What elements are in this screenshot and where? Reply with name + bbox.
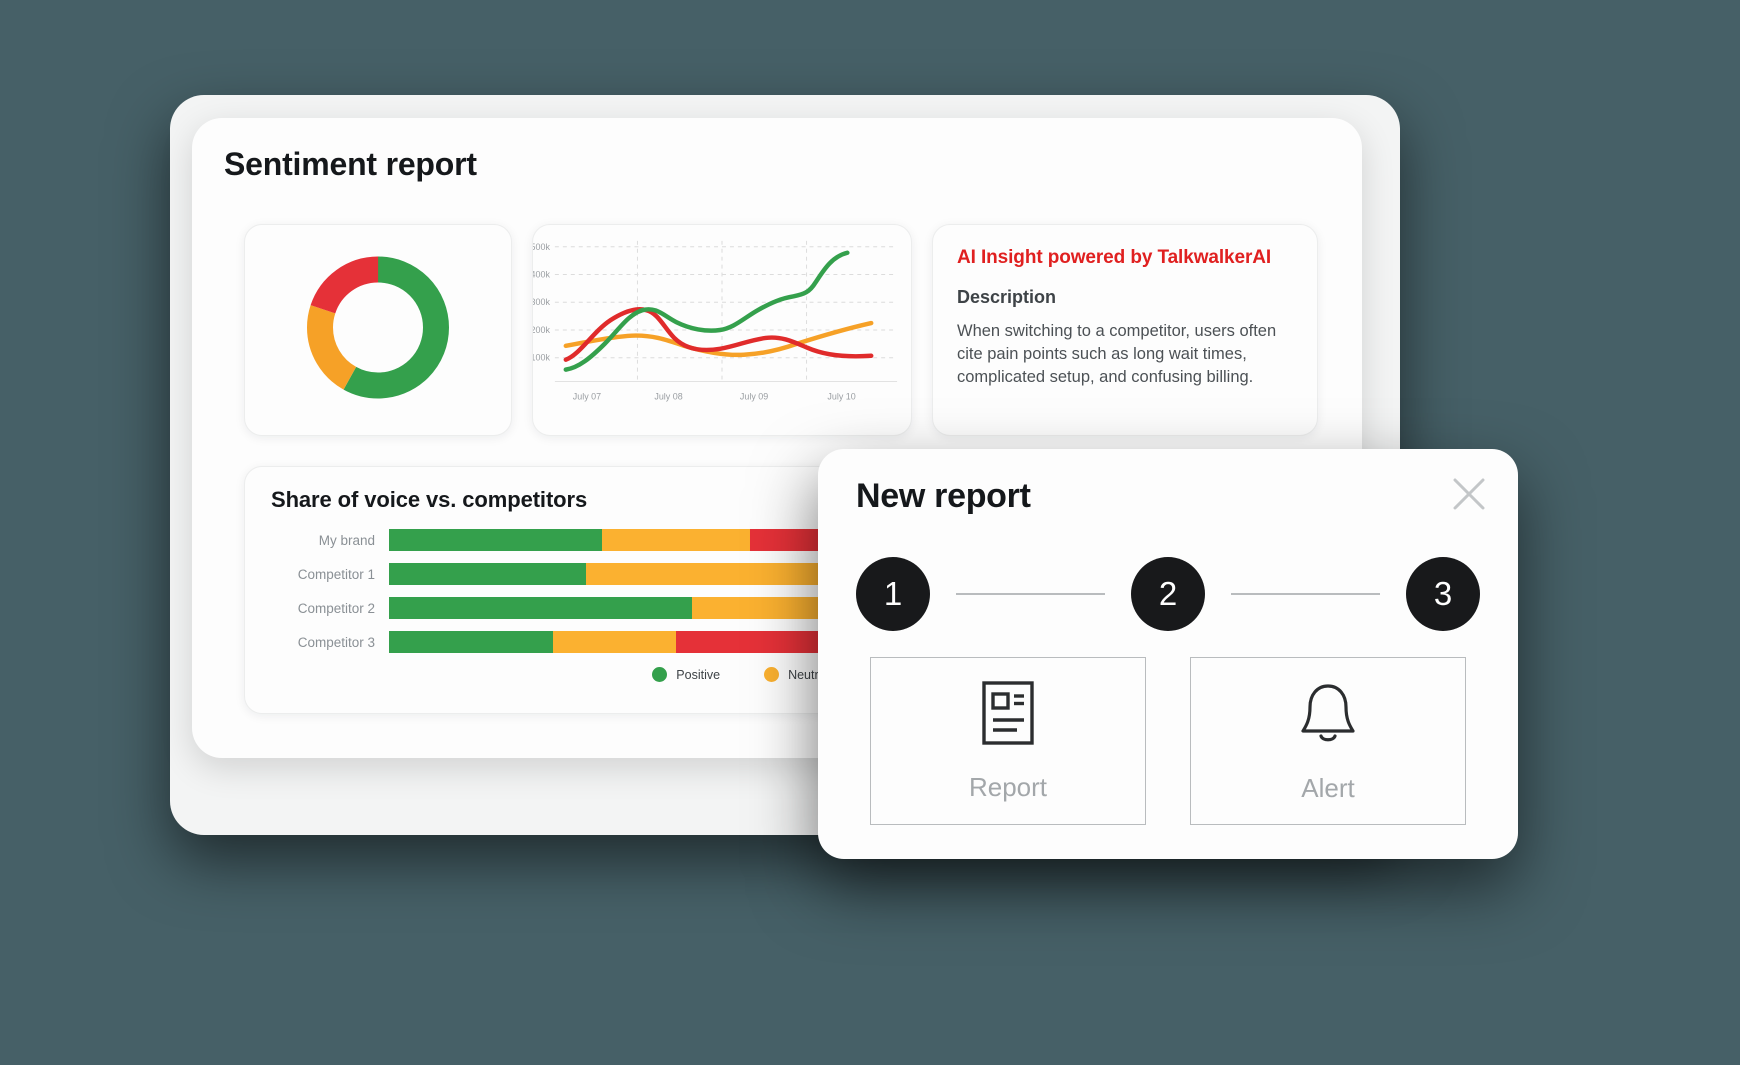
step-1[interactable]: 1	[856, 557, 930, 631]
donut-slice-neutral	[307, 256, 449, 399]
legend-label: Positive	[676, 667, 721, 682]
modal-title: New report	[856, 477, 1031, 515]
sov-row-label: My brand	[318, 532, 375, 548]
legend-dot-positive-icon	[652, 667, 668, 682]
share-of-voice-title: Share of voice vs. competitors	[271, 487, 588, 512]
svg-text:July 10: July 10	[827, 391, 855, 401]
donut-slice-negative	[307, 256, 449, 399]
svg-text:200k: 200k	[533, 325, 550, 335]
report-document-icon	[979, 679, 1037, 752]
page-title: Sentiment report	[224, 146, 477, 182]
legend-dot-neutral-icon	[764, 667, 780, 682]
sentiment-donut-panel	[244, 224, 512, 436]
sentiment-trend-panel: 500k 400k 300k 200k 100k July 07 July 08…	[532, 224, 912, 436]
grid-vertical	[636, 240, 808, 382]
svg-text:400k: 400k	[533, 270, 550, 280]
choice-alert[interactable]: Alert	[1190, 657, 1466, 825]
bell-icon	[1295, 678, 1361, 753]
step-2[interactable]: 2	[1131, 557, 1205, 631]
sov-seg-neutral	[602, 529, 750, 551]
choice-report-label: Report	[968, 772, 1048, 802]
svg-text:100k: 100k	[533, 353, 550, 363]
y-axis-tick-labels: 500k 400k 300k 200k 100k	[533, 242, 550, 363]
line-series-negative	[563, 307, 874, 362]
report-type-choices: Report Alert	[870, 657, 1466, 825]
line-chart-svg: 500k 400k 300k 200k 100k July 07 July 08…	[533, 240, 898, 401]
sov-seg-positive	[389, 529, 603, 551]
sov-seg-neutral	[553, 631, 676, 653]
sov-row-label: Competitor 1	[297, 566, 375, 582]
svg-text:July 08: July 08	[654, 391, 682, 401]
donut-chart	[298, 248, 458, 413]
choice-alert-label: Alert	[1301, 773, 1355, 803]
line-series-neutral	[563, 320, 874, 358]
svg-text:300k: 300k	[533, 297, 550, 307]
sov-seg-positive	[389, 597, 693, 619]
report-document-icon-svg	[982, 681, 1034, 745]
new-report-modal: New report 1 2 3 Report	[818, 449, 1518, 859]
close-icon[interactable]	[1446, 471, 1492, 517]
step-connector-2-3	[1231, 593, 1380, 595]
ai-insight-panel: AI Insight powered by TalkwalkerAI Descr…	[932, 224, 1318, 436]
ai-insight-subtitle: Description	[957, 287, 1057, 307]
sov-seg-positive	[389, 631, 553, 653]
line-series-positive	[563, 250, 850, 372]
bell-icon-svg	[1301, 684, 1355, 742]
step-3[interactable]: 3	[1406, 557, 1480, 631]
svg-text:500k: 500k	[533, 242, 550, 252]
sov-row-label: Competitor 2	[297, 600, 375, 616]
sov-row-label: Competitor 3	[297, 634, 375, 650]
choice-report[interactable]: Report	[870, 657, 1146, 825]
svg-text:July 07: July 07	[573, 391, 601, 401]
donut-svg	[307, 256, 449, 399]
close-icon-svg	[1453, 478, 1485, 510]
legend-item-positive: Positive	[652, 667, 720, 682]
step-connector-1-2	[956, 593, 1105, 595]
x-axis-tick-labels: July 07 July 08 July 09 July 10	[573, 391, 856, 401]
svg-text:July 09: July 09	[740, 391, 768, 401]
ai-insight-description: When switching to a competitor, users of…	[957, 322, 1277, 386]
ai-insight-title: AI Insight powered by TalkwalkerAI	[957, 247, 1272, 268]
sov-seg-positive	[389, 563, 586, 585]
step-indicator: 1 2 3	[856, 549, 1480, 639]
